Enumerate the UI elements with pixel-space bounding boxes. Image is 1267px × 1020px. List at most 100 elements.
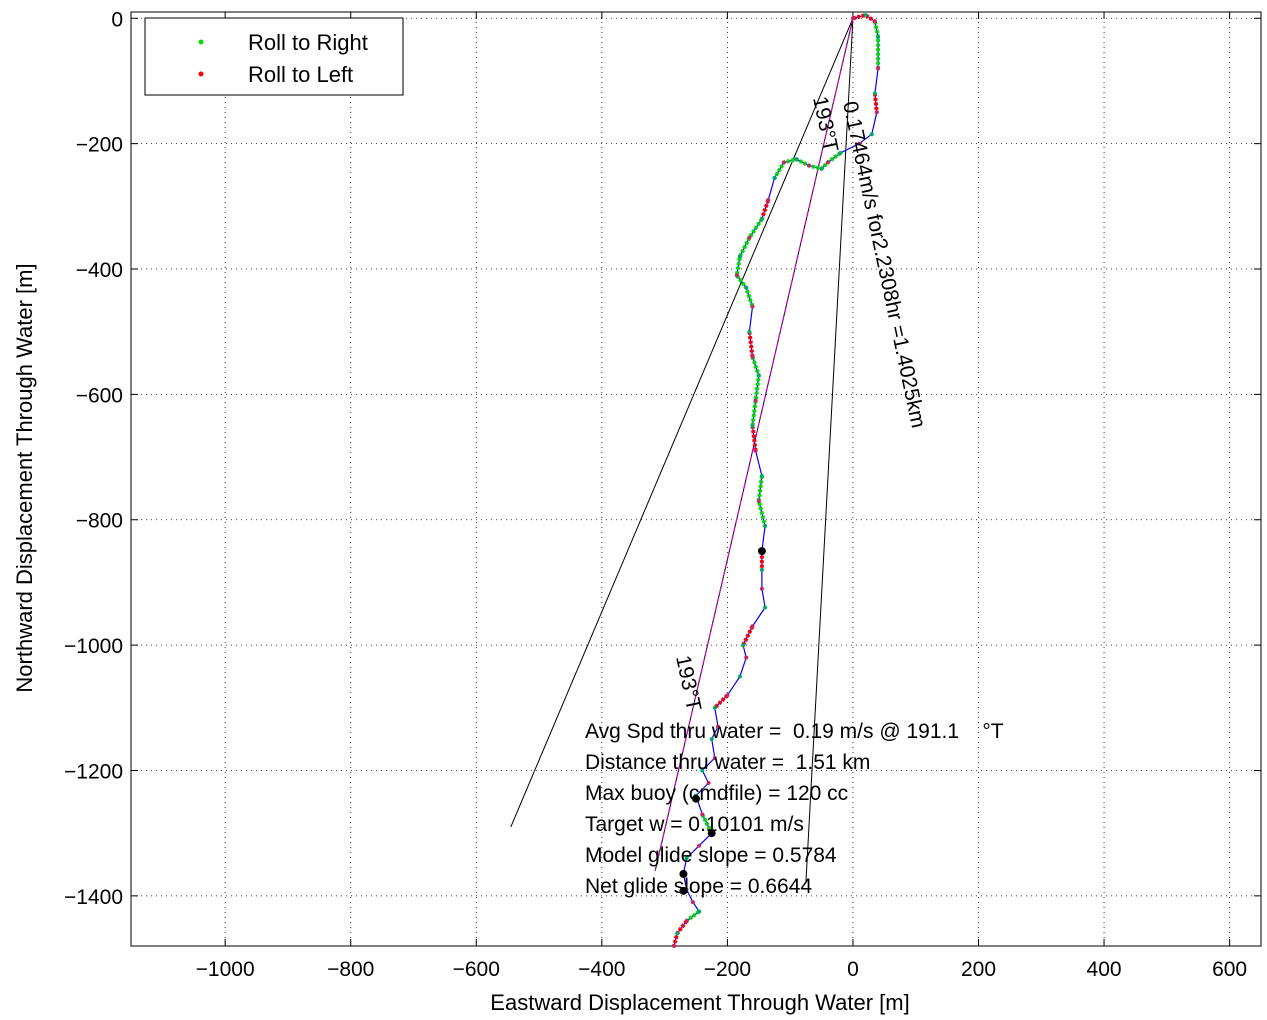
- black-point: [679, 869, 688, 878]
- track-point: [872, 91, 877, 96]
- y-tick-label: −1400: [64, 886, 123, 909]
- roll-right-segment: [685, 909, 701, 923]
- track-point: [874, 110, 879, 115]
- track-point: [725, 693, 730, 698]
- track-point: [741, 643, 746, 648]
- track-point: [876, 35, 881, 40]
- track-point: [690, 900, 695, 905]
- x-tick-label: −1000: [196, 958, 255, 981]
- track-point: [734, 273, 739, 278]
- track-point: [697, 909, 702, 914]
- track-point: [697, 843, 702, 848]
- track-point: [756, 373, 761, 378]
- x-tick-label: 400: [1087, 958, 1122, 981]
- y-tick-label: −800: [76, 510, 123, 533]
- reference-line: [510, 18, 854, 828]
- roll-left-segment: [872, 93, 879, 113]
- x-tick-label: −400: [578, 958, 625, 981]
- track-point: [706, 781, 711, 786]
- y-tick-label: 0: [111, 8, 123, 31]
- track-point: [675, 931, 680, 936]
- stats-block: Avg Spd thru water = 0.19 m/s @ 191.1 °T…: [585, 720, 1004, 898]
- track-point: [863, 13, 868, 18]
- track-point: [684, 856, 689, 861]
- track-point: [763, 524, 768, 529]
- roll-left-segment: [852, 12, 877, 24]
- black-point: [692, 794, 700, 803]
- x-tick-label: 600: [1212, 958, 1247, 981]
- series: [510, 12, 881, 948]
- x-tick-label: 0: [847, 958, 859, 981]
- y-tick-label: −200: [76, 134, 123, 157]
- track-point: [766, 198, 771, 203]
- track-point: [807, 163, 811, 168]
- x-axis-label: Eastward Displacement Through Water [m]: [490, 990, 909, 1015]
- track-point: [737, 254, 742, 259]
- track-point: [750, 624, 755, 629]
- track-point: [750, 354, 755, 359]
- track-point: [759, 586, 764, 591]
- y-tick-label: −1200: [64, 760, 123, 783]
- track-point: [850, 16, 855, 21]
- axes: −1000 −800 −600 −400 −200 0 200 400 600 0 −200 −400…: [64, 8, 1261, 981]
- track-point: [759, 567, 764, 572]
- track-point: [744, 285, 749, 290]
- stat-model-glide: Model glide slope = 0.5784: [585, 844, 837, 867]
- grid: [131, 12, 1261, 946]
- roll-left-segment: [713, 693, 729, 710]
- track-point: [763, 605, 768, 610]
- reference-line: [805, 18, 854, 884]
- track-point: [756, 498, 761, 503]
- black-point: [757, 547, 766, 556]
- legend-label-roll-left: Roll to Left: [248, 62, 353, 87]
- x-tick-label: −600: [453, 958, 500, 981]
- track-point: [772, 176, 777, 181]
- black-point: [679, 886, 688, 895]
- roll-right-segment: [734, 217, 764, 308]
- roll-right-segment: [700, 813, 714, 835]
- track-point: [838, 151, 843, 156]
- track-point: [737, 674, 742, 679]
- legend-marker-roll-left: [198, 71, 204, 77]
- legend-marker-roll-right: [198, 39, 204, 45]
- track-point: [750, 423, 755, 428]
- track-point: [715, 724, 720, 729]
- roll-left-segment: [741, 625, 755, 646]
- track-point: [869, 132, 874, 137]
- stat-target-w: Target w = 0.10101 m/s: [585, 813, 804, 836]
- track-point: [781, 160, 786, 165]
- legend: Roll to Right Roll to Left: [144, 17, 404, 96]
- track-point: [825, 160, 830, 165]
- stat-distance: Distance thru water = 1.51 km: [585, 751, 870, 774]
- legend-box: [144, 17, 404, 96]
- track-point: [712, 755, 717, 760]
- track-point: [744, 655, 749, 660]
- track-point: [712, 705, 717, 710]
- x-tick-label: 200: [961, 958, 996, 981]
- track-point: [672, 944, 677, 948]
- track-point: [700, 812, 705, 817]
- track-point: [747, 235, 752, 240]
- black-point: [707, 829, 716, 838]
- track-point: [753, 398, 758, 403]
- plot-area: [130, 11, 1262, 947]
- track-point: [872, 19, 877, 24]
- y-axis-label: Northward Displacement Through Water [m]: [12, 263, 37, 692]
- track-point: [700, 768, 705, 773]
- y-tick-label: −600: [76, 384, 123, 407]
- track-point: [747, 329, 752, 334]
- legend-label-roll-right: Roll to Right: [248, 30, 368, 55]
- stat-max-buoy: Max buoy (cmdfile) = 120 cc: [585, 782, 848, 805]
- track-point: [753, 448, 758, 453]
- x-tick-label: −200: [704, 958, 751, 981]
- x-tick-label: −800: [327, 958, 374, 981]
- roll-left-segment: [760, 199, 771, 220]
- y-tick-label: −400: [76, 259, 123, 282]
- roll-right-segment: [750, 356, 761, 426]
- track-point: [709, 737, 714, 742]
- track-point: [750, 304, 755, 309]
- track-point: [819, 166, 824, 171]
- track-point: [876, 66, 881, 71]
- stat-net-glide: Net glide slope = 0.6644: [585, 875, 812, 898]
